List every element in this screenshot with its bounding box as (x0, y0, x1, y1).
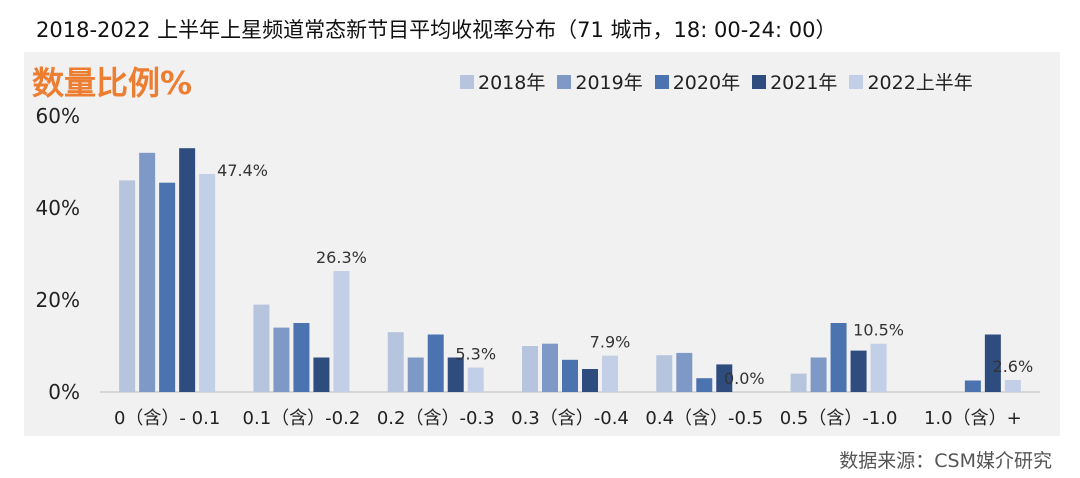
bar (870, 343, 887, 392)
bar (407, 357, 424, 392)
bar (447, 357, 464, 392)
legend-item: 2020年 (654, 68, 741, 95)
y-tick-label: 20% (36, 288, 80, 312)
data-label: 2.6% (993, 357, 1034, 376)
legend-swatch (654, 74, 669, 89)
legend-item: 2021年 (752, 68, 837, 95)
legend-label: 2018年 (478, 72, 546, 94)
x-tick-label: 0.2（含）-0.3 (377, 408, 495, 429)
bar (810, 357, 827, 392)
legend-item: 2022上半年 (849, 68, 973, 95)
bar (676, 352, 693, 392)
legend-label: 2021年 (770, 72, 838, 94)
chart-title: 2018-2022 上半年上星频道常态新节目平均收视率分布（71 城市，18: … (36, 18, 837, 42)
data-label: 26.3% (316, 248, 367, 267)
bar (1004, 380, 1021, 392)
legend-swatch (752, 74, 767, 89)
bar (522, 346, 538, 392)
bar (387, 332, 404, 392)
bar (253, 304, 270, 392)
legend-swatch (557, 74, 572, 89)
data-source: 数据来源：CSM媒介研究 (839, 450, 1052, 472)
unit-label: 数量比例% (32, 64, 193, 102)
x-tick-label: 0（含）- 0.1 (114, 408, 220, 429)
data-label: 10.5% (853, 321, 904, 340)
legend-swatch (849, 74, 864, 89)
bar (313, 357, 330, 392)
bar (696, 378, 713, 392)
bar (333, 271, 350, 392)
bar (119, 180, 136, 392)
y-tick-label: 0% (48, 380, 80, 404)
bar (790, 373, 807, 392)
bar (984, 334, 1001, 392)
data-label: 5.3% (455, 345, 496, 364)
bar (293, 323, 310, 392)
data-label: 0.0% (724, 369, 765, 388)
legend-label: 2020年 (672, 72, 741, 94)
legend-item: 2019年 (557, 68, 643, 95)
bar (656, 355, 673, 392)
data-label: 47.4% (217, 161, 268, 180)
x-tick-label: 0.4（含）-0.5 (645, 408, 763, 429)
legend-label: 2019年 (575, 72, 643, 94)
x-tick-label: 0.3（含）-0.4 (511, 408, 629, 429)
x-tick-label: 0.1（含）-0.2 (243, 408, 361, 429)
x-tick-label: 0.5（含）-1.0 (780, 408, 898, 429)
bar (830, 323, 847, 392)
legend-swatch (460, 74, 474, 89)
bar (427, 334, 444, 392)
bar (602, 355, 618, 392)
legend-item: 2018年 (460, 68, 545, 95)
x-tick-label: 1.0（含）+ (924, 408, 1022, 429)
bar (467, 367, 484, 392)
bar (542, 343, 558, 392)
y-tick-label: 60% (36, 104, 80, 128)
bar (582, 369, 598, 392)
bar (139, 152, 156, 392)
data-label: 7.9% (590, 333, 631, 352)
legend-label: 2022上半年 (867, 72, 973, 94)
bar (159, 182, 176, 392)
chart-legend: 2018年 2019年 2020年 2021年 2022上半年 (460, 68, 973, 95)
bar (716, 364, 733, 392)
bar (179, 148, 196, 392)
y-tick-label: 40% (36, 196, 80, 220)
bar (964, 380, 981, 392)
bar (199, 173, 216, 392)
bar (562, 359, 578, 392)
bar (850, 350, 867, 392)
bar (273, 327, 290, 392)
